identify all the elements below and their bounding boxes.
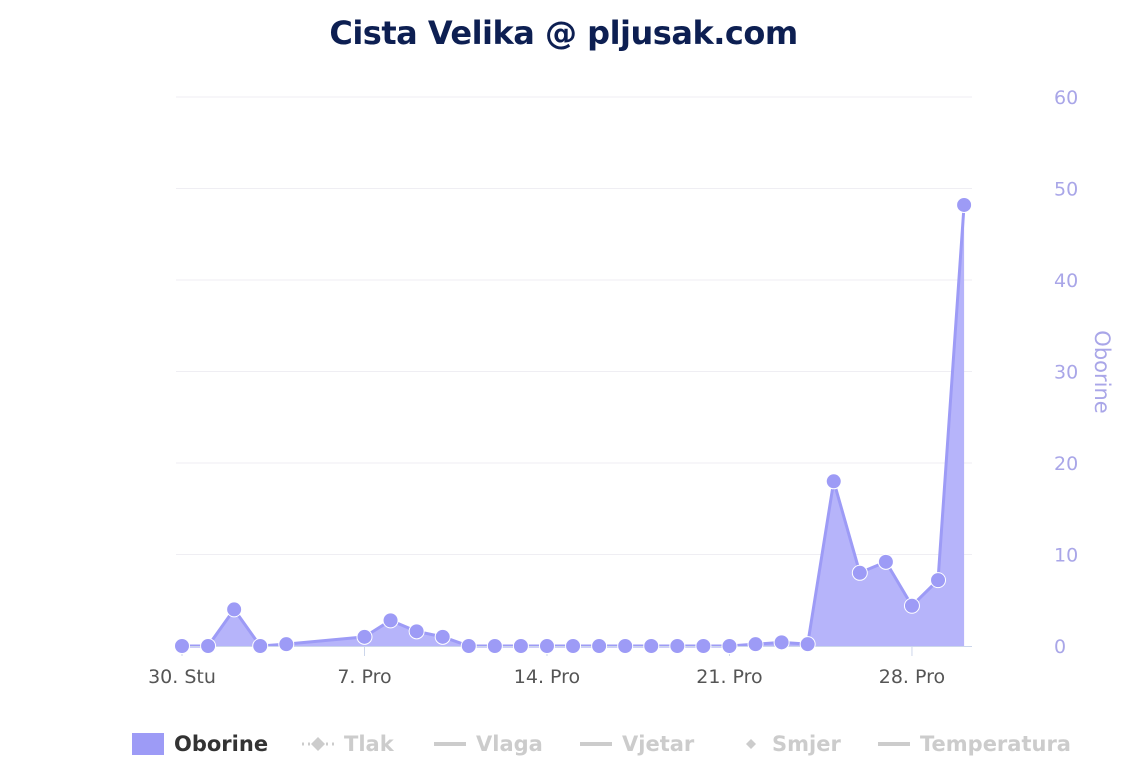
legend-item-smjer[interactable]: Smjer [740, 726, 841, 762]
data-point [877, 553, 894, 570]
data-point [486, 638, 503, 654]
data-point [695, 638, 712, 654]
data-point [408, 623, 425, 640]
legend-item-label: Temperatura [920, 732, 1071, 756]
x-tick-label: 30. Stu [148, 666, 216, 688]
data-point [773, 634, 790, 651]
data-point [799, 636, 816, 653]
data-point [382, 612, 399, 629]
y-tick-label: 50 [1054, 179, 1078, 201]
data-point [903, 597, 920, 614]
series-area-fill [182, 204, 965, 646]
x-tick-label: 14. Pro [514, 666, 580, 688]
data-point [252, 638, 269, 654]
data-point [930, 572, 947, 589]
legend-symbol-icon [580, 742, 612, 746]
precipitation-chart: 30. Stu 7. Pro 14. Pro 21. Pro 28. Pro 0 10 20… [148, 87, 1114, 688]
data-point [460, 638, 477, 654]
y-axis: 0 10 20 30 40 50 60 [1054, 87, 1078, 658]
data-point [721, 638, 738, 654]
legend-symbol-icon [132, 733, 164, 755]
x-tick-label: 28. Pro [879, 666, 945, 688]
data-point [851, 564, 868, 581]
legend-item-label: Vlaga [476, 732, 543, 756]
legend-item-oborine[interactable]: Oborine [132, 726, 268, 762]
legend-symbol-icon [434, 742, 466, 746]
x-tick-label: 21. Pro [696, 666, 762, 688]
data-point [278, 636, 295, 653]
y-tick-label: 20 [1054, 453, 1078, 475]
y-tick-label: 10 [1054, 545, 1078, 567]
data-point [565, 638, 582, 654]
series-area [182, 204, 966, 648]
legend-item-tlak[interactable]: Tlak [302, 726, 394, 762]
data-point [669, 638, 686, 654]
grid-lines [176, 96, 972, 555]
data-point [956, 196, 973, 213]
legend-symbol-icon [302, 737, 334, 751]
legend-item-label: Tlak [344, 732, 394, 756]
series-points [174, 196, 973, 654]
legend-item-vjetar[interactable]: Vjetar [580, 726, 694, 762]
x-tick-label: 7. Pro [337, 666, 391, 688]
data-point [174, 638, 190, 654]
data-point [538, 638, 555, 654]
y-tick-label: 40 [1054, 270, 1078, 292]
data-point [434, 628, 451, 645]
data-point [643, 638, 660, 654]
data-point [200, 638, 217, 654]
y-axis-title: Oborine [1090, 330, 1114, 413]
data-point [825, 473, 842, 490]
legend-symbol-icon [878, 742, 910, 746]
chart-title: Cista Velika @ pljusak.com [329, 14, 798, 52]
data-point [226, 601, 243, 618]
x-axis: 30. Stu 7. Pro 14. Pro 21. Pro 28. Pro [148, 646, 972, 688]
y-tick-label: 30 [1054, 362, 1078, 384]
data-point [591, 638, 608, 654]
y-tick-label: 60 [1054, 87, 1078, 109]
legend-item-temperatura[interactable]: Temperatura [878, 726, 1071, 762]
y-tick-label: 0 [1054, 636, 1066, 658]
data-point [356, 628, 373, 645]
legend-item-label: Oborine [174, 732, 269, 756]
legend: Oborine Tlak Vlaga Vjetar Smjer Temperatura [0, 726, 1127, 762]
data-point [512, 638, 529, 654]
legend-item-label: Vjetar [622, 732, 695, 756]
legend-item-vlaga[interactable]: Vlaga [434, 726, 543, 762]
legend-item-label: Smjer [772, 732, 841, 756]
data-point [747, 636, 764, 653]
data-point [617, 638, 634, 654]
legend-symbol-icon [746, 739, 756, 749]
